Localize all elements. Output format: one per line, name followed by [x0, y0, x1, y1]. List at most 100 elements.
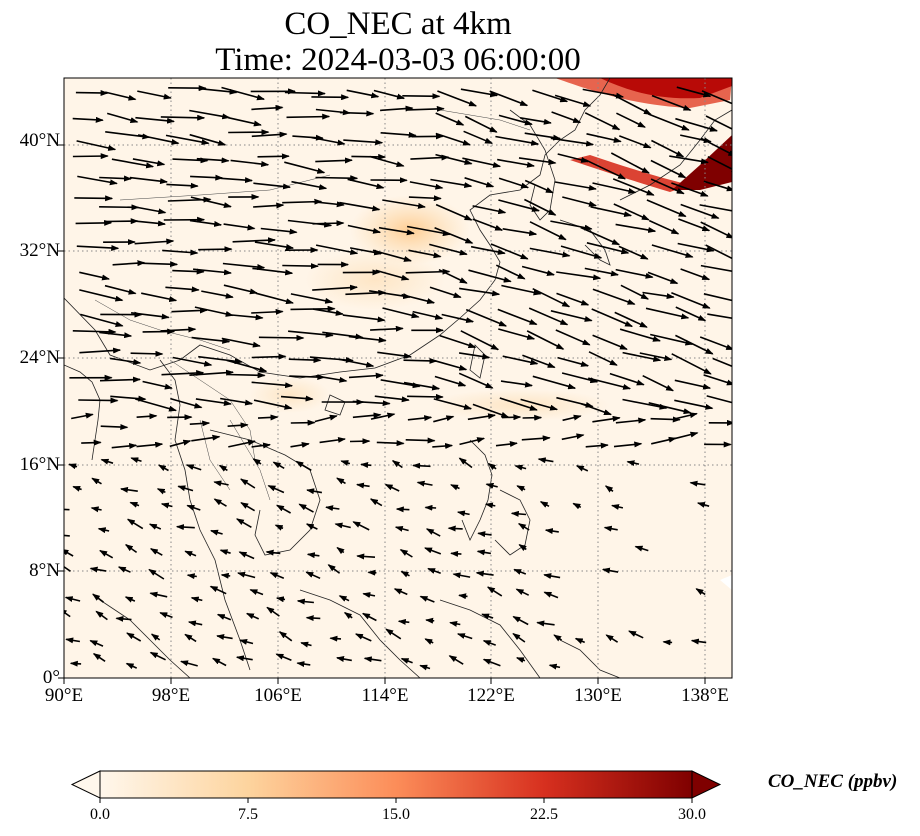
wind-vector-arrow — [520, 398, 559, 411]
wind-vector-arrow — [495, 441, 518, 448]
wind-vector-arrow — [275, 653, 292, 661]
wind-vector-arrow — [97, 527, 110, 534]
wind-vector-arrow — [64, 506, 70, 513]
wind-vector-arrow — [615, 417, 647, 424]
wind-vector-arrow — [198, 87, 238, 95]
wind-vector-arrow — [198, 246, 233, 253]
wind-vector-arrow — [124, 544, 138, 554]
wind-vector-arrow — [100, 458, 114, 465]
wind-vector-arrow — [591, 308, 634, 328]
wind-vector-arrow — [305, 523, 318, 530]
wind-vector-arrow — [528, 307, 569, 326]
wind-vector-arrow — [149, 591, 168, 598]
wind-vector-arrow — [622, 398, 668, 410]
wind-vector-arrow — [74, 195, 114, 202]
wind-vector-arrow — [370, 412, 396, 420]
wind-vector-arrow — [296, 598, 314, 605]
wind-vector-arrow — [705, 244, 732, 263]
colorbar-tick-label: 30.0 — [678, 806, 706, 823]
wind-vector-arrow — [315, 375, 348, 383]
wind-vector-arrow — [543, 573, 561, 579]
wind-vector-arrow — [675, 306, 707, 322]
wind-vector-arrow — [482, 639, 496, 646]
wind-vector-arrow — [703, 293, 732, 302]
wind-vector-arrow — [524, 179, 554, 194]
wind-vector-arrow — [513, 568, 527, 575]
wind-vector-arrow — [592, 334, 628, 351]
wind-vector-arrow — [186, 573, 197, 580]
wind-vector-arrow — [160, 114, 206, 121]
wind-vector-arrow — [184, 550, 197, 557]
wind-vector-arrow — [130, 457, 142, 464]
wind-vector-arrow — [412, 310, 444, 320]
wind-vector-arrow — [651, 244, 694, 258]
lon-tick-label: 130°E — [574, 685, 622, 706]
wind-vector-arrow — [497, 158, 535, 168]
wind-vector-arrow — [95, 610, 108, 621]
wind-vector-arrow — [368, 290, 412, 300]
wind-vector-arrow — [78, 397, 119, 404]
wind-vector-arrow — [620, 284, 649, 300]
wind-vector-arrow — [580, 226, 621, 246]
wind-vector-arrow — [172, 157, 209, 164]
wind-vector-arrow — [580, 403, 612, 416]
wind-vector-arrow — [209, 585, 227, 595]
wind-vector-arrow — [312, 308, 344, 316]
wind-vector-arrow — [319, 436, 346, 444]
wind-vector-arrow — [286, 113, 331, 120]
wind-vector-arrow — [216, 613, 232, 621]
wind-vector-arrow — [427, 567, 441, 575]
wind-vector-arrow — [586, 242, 630, 255]
wind-vector-arrow — [584, 267, 619, 277]
wind-vector-arrow — [223, 223, 256, 231]
wind-vector-arrow — [135, 116, 175, 124]
wind-vector-arrow — [68, 463, 78, 470]
wind-vector-arrow — [650, 333, 694, 346]
wind-vector-arrow — [537, 457, 554, 464]
wind-vector-arrow — [312, 220, 345, 227]
wind-vector-arrow — [391, 460, 403, 469]
wind-vector-arrow — [498, 177, 530, 189]
lon-tick-label: 122°E — [467, 685, 515, 706]
wind-vector-arrow — [300, 641, 312, 648]
wind-vector-arrow — [651, 139, 685, 158]
wind-vector-arrow — [518, 157, 557, 166]
wind-vector-arrow — [394, 525, 409, 532]
wind-vector-arrow — [275, 596, 286, 603]
wind-vector-arrow — [373, 89, 406, 100]
wind-vector-arrow — [64, 565, 71, 572]
wind-vector-arrow — [99, 331, 133, 339]
wind-vector-arrow — [543, 591, 559, 599]
wind-vector-arrow — [588, 351, 618, 366]
map-title-line1: CO_NEC at 4km — [284, 6, 512, 42]
wind-vector-arrow — [468, 269, 512, 283]
wind-vector-arrow — [334, 522, 351, 529]
wind-vector-arrow — [524, 198, 557, 216]
wind-vector-arrow — [561, 433, 585, 441]
wind-vector-arrow — [592, 415, 621, 423]
wind-vector-arrow — [707, 313, 732, 319]
wind-vector-arrow — [220, 397, 254, 406]
wind-vector-arrow — [642, 291, 675, 300]
wind-vector-arrow — [449, 620, 461, 627]
wind-vector-arrow — [460, 88, 499, 98]
wind-vector-arrow — [129, 176, 168, 185]
wind-vector-arrow — [112, 260, 146, 267]
wind-vector-arrow — [439, 334, 477, 349]
wind-vector-arrow — [79, 289, 124, 302]
wind-vector-arrow — [536, 620, 555, 627]
wind-vector-arrow — [450, 484, 460, 491]
wind-vector-arrow — [362, 612, 377, 622]
wind-vector-arrow — [438, 268, 468, 284]
wind-vector-arrow — [79, 347, 122, 354]
wind-vector-arrow — [184, 633, 197, 643]
wind-vector-arrow — [472, 403, 510, 418]
wind-vector-arrow — [65, 637, 81, 644]
wind-vector-arrow — [231, 314, 264, 321]
wind-vector-arrow — [498, 114, 533, 126]
wind-vector-arrow — [193, 268, 232, 276]
wind-vector-arrow — [650, 178, 685, 195]
wind-vector-arrow — [674, 399, 714, 410]
wind-vector-arrow — [554, 181, 597, 191]
wind-vector-arrow — [253, 399, 293, 410]
